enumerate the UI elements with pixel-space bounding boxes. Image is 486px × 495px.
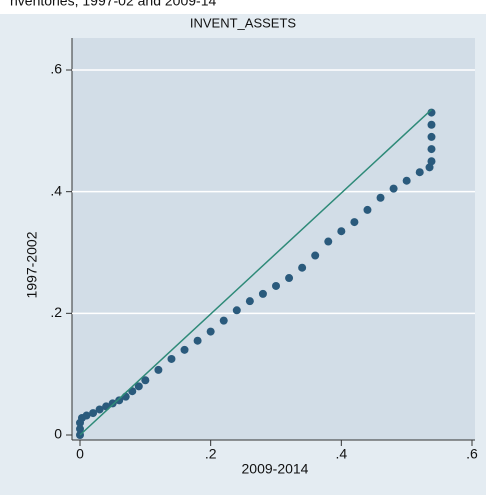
y-tick-label: 0 — [54, 426, 62, 442]
marker — [108, 399, 117, 408]
marker — [285, 274, 294, 283]
x-tick-label: .2 — [205, 446, 217, 462]
page-strip — [0, 0, 486, 14]
marker — [121, 392, 130, 401]
heading: nventories, 1997-02 and 2009-14 — [10, 0, 216, 9]
marker — [427, 157, 436, 166]
x-tick-label: 0 — [76, 446, 84, 462]
marker — [193, 336, 202, 345]
chart-title: INVENT_ASSETS — [190, 15, 297, 30]
marker — [258, 289, 267, 298]
marker — [350, 218, 359, 227]
marker — [115, 396, 124, 405]
marker — [180, 345, 189, 354]
marker — [376, 193, 385, 202]
marker — [427, 145, 436, 154]
marker — [337, 227, 346, 236]
x-axis-title: 2009-2014 — [242, 461, 309, 477]
marker — [427, 132, 436, 141]
y-tick-label: .2 — [50, 304, 62, 320]
plot-region — [72, 38, 475, 440]
y-axis-title: 1997-2002 — [24, 231, 40, 298]
marker — [415, 168, 424, 177]
marker — [272, 281, 280, 290]
y-tick-label: .4 — [50, 182, 62, 198]
marker — [134, 382, 143, 391]
marker — [141, 376, 150, 385]
y-tick-label: .6 — [50, 61, 62, 77]
marker — [245, 297, 254, 306]
marker — [425, 163, 434, 172]
marker — [427, 120, 436, 129]
marker — [311, 251, 320, 260]
marker — [154, 365, 163, 374]
marker — [389, 184, 398, 193]
marker — [206, 327, 215, 336]
marker — [324, 237, 333, 246]
marker — [232, 306, 241, 315]
marker — [89, 409, 98, 418]
x-tick-label: .4 — [335, 446, 347, 462]
marker — [298, 263, 307, 272]
marker — [76, 424, 84, 433]
x-tick-label: .6 — [466, 446, 478, 462]
marker — [219, 316, 228, 325]
marker — [363, 205, 372, 214]
marker — [167, 354, 176, 363]
marker — [402, 176, 411, 185]
marker — [95, 405, 104, 414]
reference-line — [79, 108, 433, 436]
marker — [82, 411, 91, 420]
